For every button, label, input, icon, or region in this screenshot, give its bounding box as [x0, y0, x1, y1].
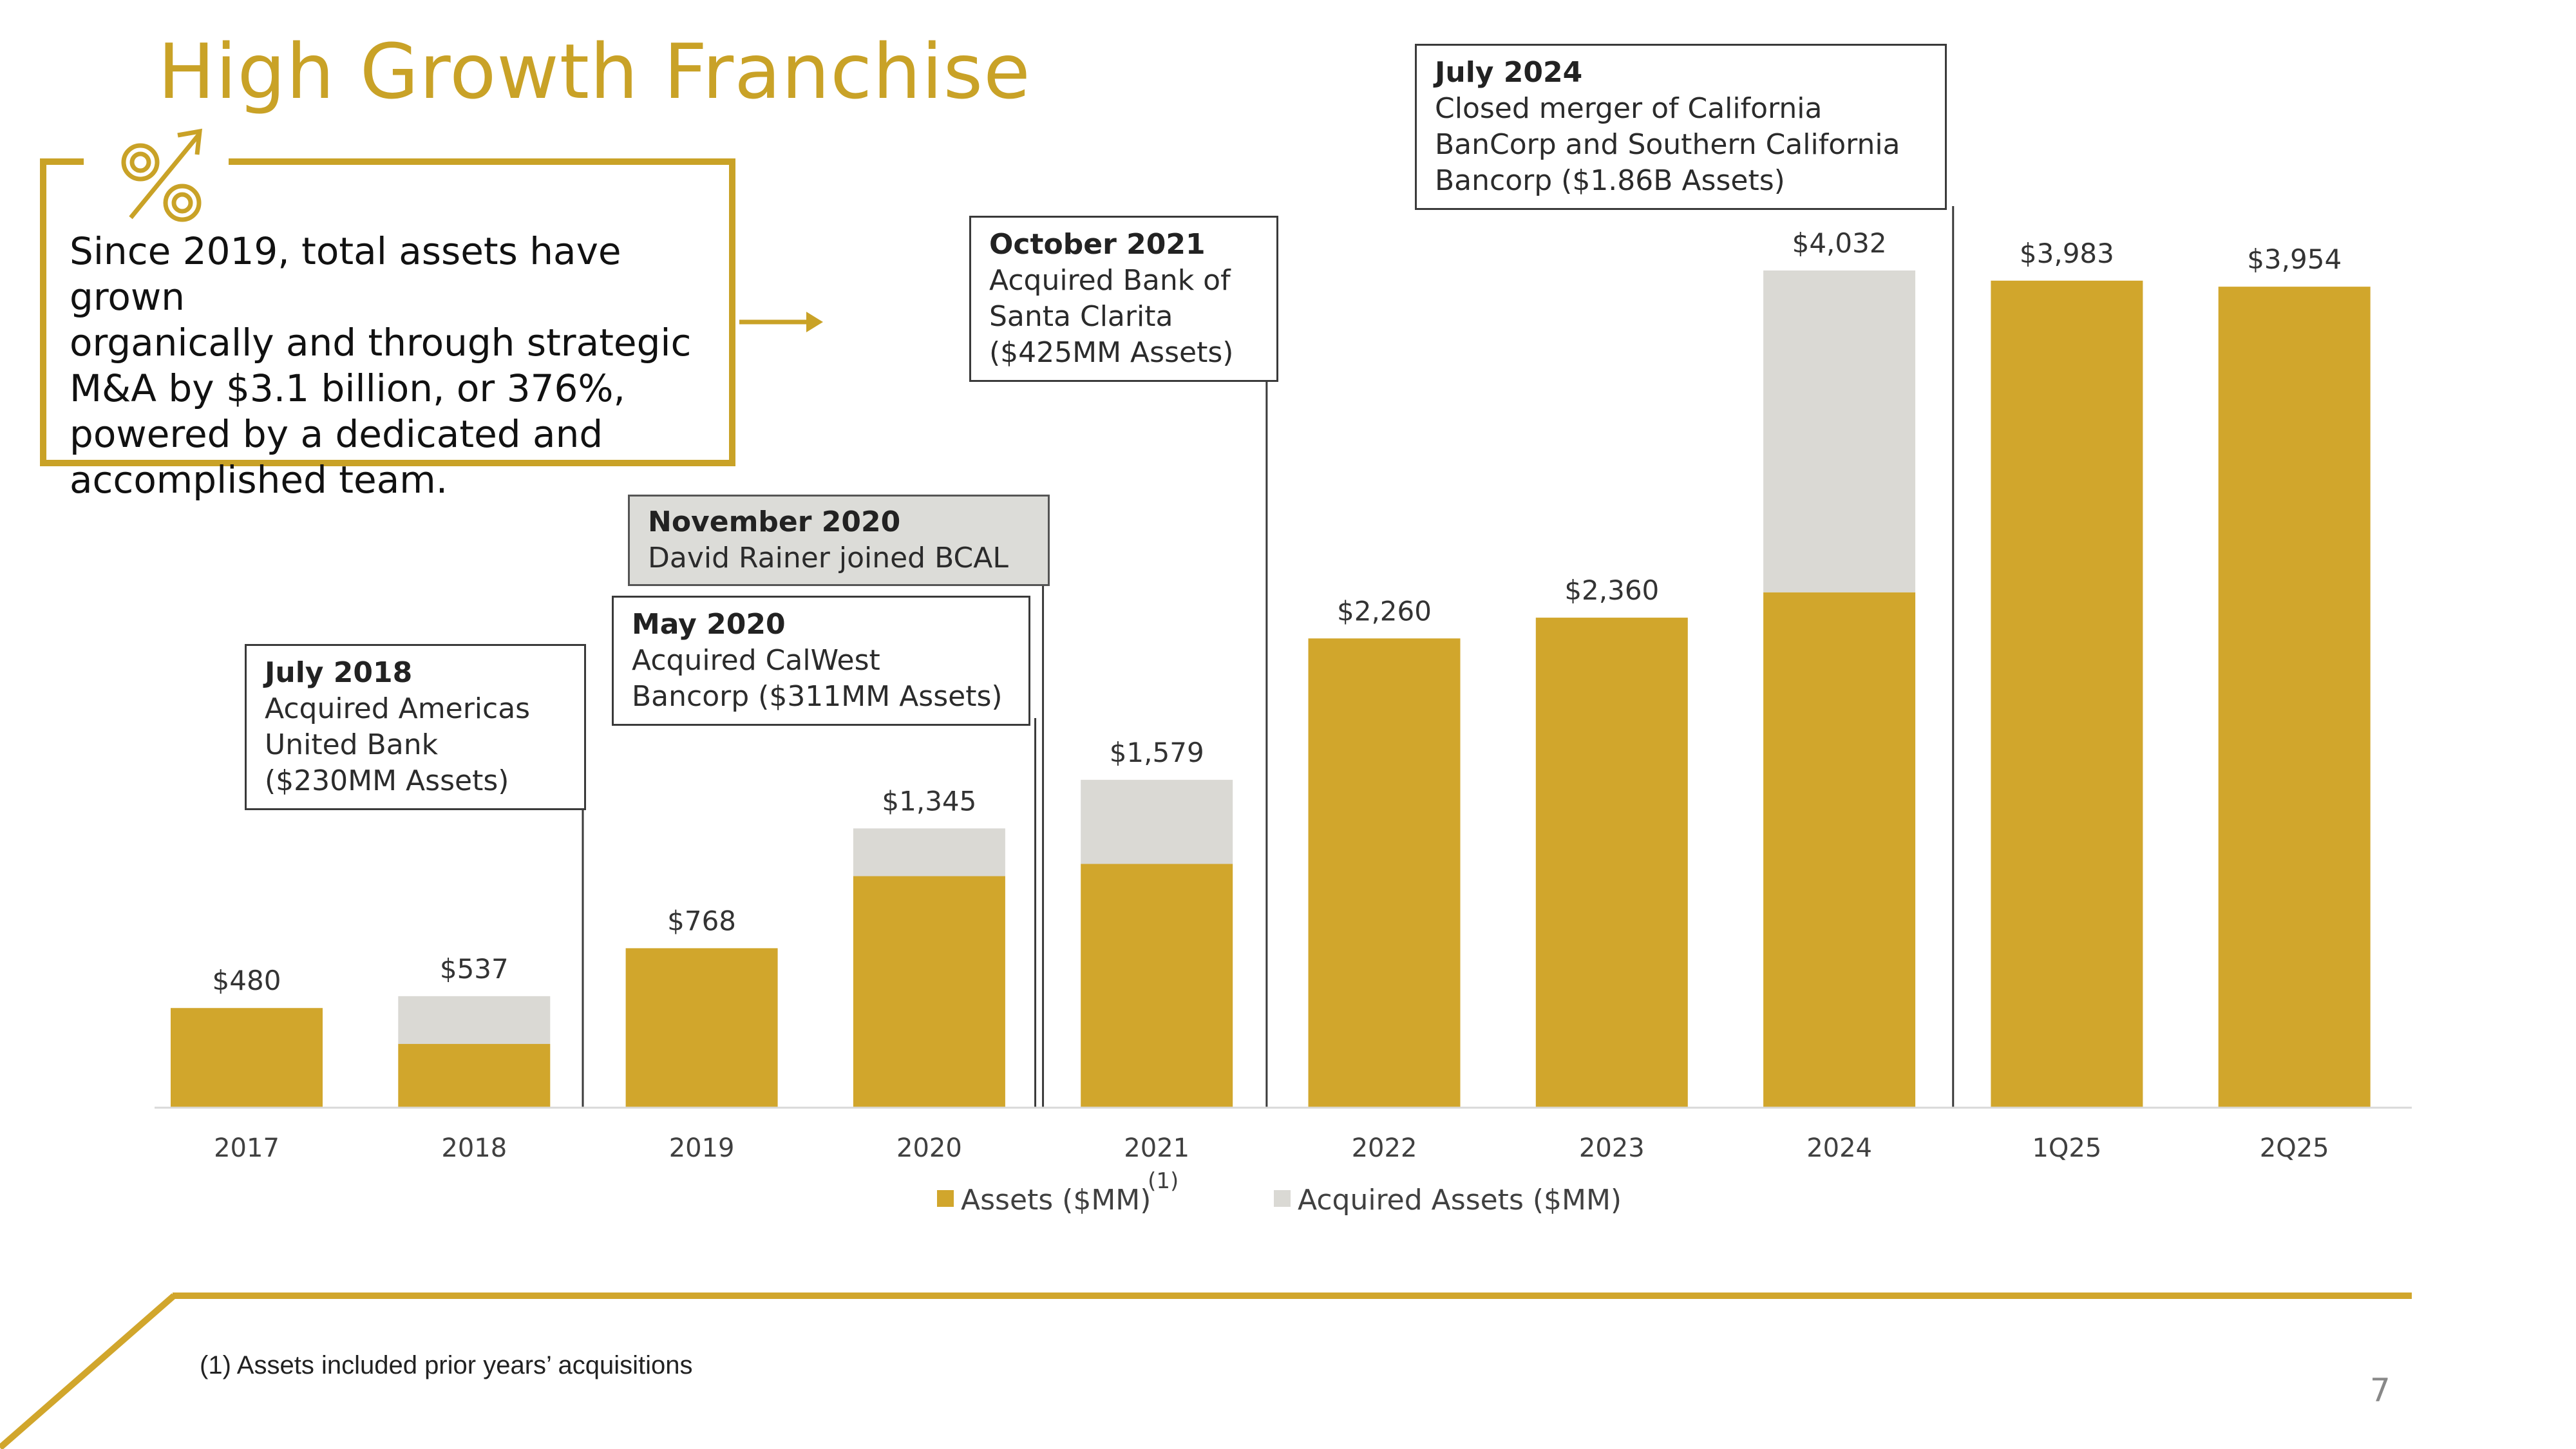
growth-percent-icon	[121, 128, 202, 222]
data-label-2017: $480	[213, 965, 281, 996]
data-label-2020: $1,345	[882, 785, 976, 817]
annotation-nov-2020: November 2020 David Rainer joined BCAL	[628, 495, 1050, 586]
page-title: High Growth Franchise	[158, 27, 1031, 116]
annotation-body: Acquired Bank of Santa Clarita ($425MM A…	[989, 264, 1234, 369]
bar-assets-2020	[853, 876, 1005, 1108]
data-label-2024: $4,032	[1792, 227, 1887, 259]
annotation-heading: July 2018	[265, 656, 413, 689]
data-label-2018: $537	[440, 953, 509, 985]
annotation-jul-2024: July 2024 Closed merger of California Ba…	[1415, 44, 1947, 210]
bar-assets-2024	[1763, 592, 1916, 1108]
bar-assets-1Q25	[1991, 280, 2143, 1108]
x-tick-2023: 2023	[1579, 1133, 1645, 1163]
annotation-body: Acquired Americas United Bank ($230MM As…	[265, 692, 531, 797]
summary-text: Since 2019, total assets have grown orga…	[70, 229, 692, 502]
data-label-2019: $768	[667, 905, 736, 936]
footer-rule	[0, 1293, 2412, 1449]
x-tick-2024: 2024	[1806, 1133, 1872, 1163]
x-tick-2Q25: 2Q25	[2260, 1133, 2329, 1163]
page-number: 7	[2370, 1372, 2391, 1409]
x-tick-2021: 2021	[1124, 1133, 1189, 1163]
data-labels-layer: $480 $537 $768 $1,345 $1,579 $2,260 $2,360 $4,0…	[213, 227, 2342, 996]
x-axis-ticks: 2017 2018 2019 2020 2021 2022 2023 2024 1Q25 2Q25	[214, 1133, 2329, 1163]
data-label-2Q25: $3,954	[2247, 243, 2342, 275]
legend: Assets ($MM) Acquired Assets ($MM)	[937, 1184, 1622, 1217]
bar-acquired-2020	[853, 828, 1005, 876]
annotation-heading: July 2024	[1435, 56, 1583, 89]
annotation-jul-2018: July 2018 Acquired Americas United Bank …	[245, 644, 586, 810]
annotation-oct-2021: October 2021 Acquired Bank of Santa Clar…	[969, 216, 1278, 382]
bars-layer	[171, 270, 2371, 1108]
annotation-may-2020: May 2020 Acquired CalWest Bancorp ($311M…	[612, 596, 1030, 726]
bar-acquired-2024	[1763, 270, 1916, 592]
bar-assets-2022	[1308, 638, 1461, 1108]
data-label-2021: $1,579	[1110, 737, 1204, 768]
bar-assets-2Q25	[2218, 287, 2371, 1108]
x-tick-1Q25: 1Q25	[2032, 1133, 2101, 1163]
bar-assets-2021	[1081, 864, 1233, 1108]
x-tick-2022: 2022	[1352, 1133, 1417, 1163]
bar-assets-2017	[171, 1008, 323, 1108]
arrow-right-icon	[739, 312, 823, 332]
annotation-heading: May 2020	[632, 608, 786, 641]
data-label-2022: $2,260	[1337, 595, 1432, 627]
legend-swatch-assets	[937, 1190, 954, 1207]
x-tick-2019: 2019	[669, 1133, 735, 1163]
annotation-connectors	[582, 206, 1955, 1108]
x-tick-2017: 2017	[214, 1133, 279, 1163]
bar-acquired-2021	[1081, 779, 1233, 864]
legend-label-assets: Assets ($MM)	[961, 1184, 1151, 1217]
legend-swatch-acquired	[1274, 1190, 1291, 1207]
data-label-1Q25: $3,983	[2020, 238, 2114, 269]
data-label-2023: $2,360	[1564, 574, 1659, 606]
bar-assets-2019	[625, 948, 778, 1108]
category-footnote-marker: (1)	[1148, 1168, 1179, 1194]
annotation-heading: November 2020	[648, 506, 901, 538]
bar-acquired-2018	[398, 996, 551, 1045]
bar-assets-2023	[1535, 618, 1688, 1108]
legend-label-acquired: Acquired Assets ($MM)	[1298, 1184, 1622, 1217]
x-tick-2018: 2018	[441, 1133, 507, 1163]
summary-box	[40, 158, 735, 466]
footnote: (1) Assets included prior years’ acquisi…	[200, 1351, 693, 1379]
bar-assets-2018	[398, 1044, 551, 1108]
x-tick-2020: 2020	[896, 1133, 962, 1163]
annotation-heading: October 2021	[989, 228, 1206, 261]
annotation-body: David Rainer joined BCAL	[648, 542, 1009, 574]
annotation-body: Acquired CalWest Bancorp ($311MM Assets)	[632, 644, 1003, 713]
annotation-body: Closed merger of California BanCorp and …	[1435, 92, 1900, 197]
